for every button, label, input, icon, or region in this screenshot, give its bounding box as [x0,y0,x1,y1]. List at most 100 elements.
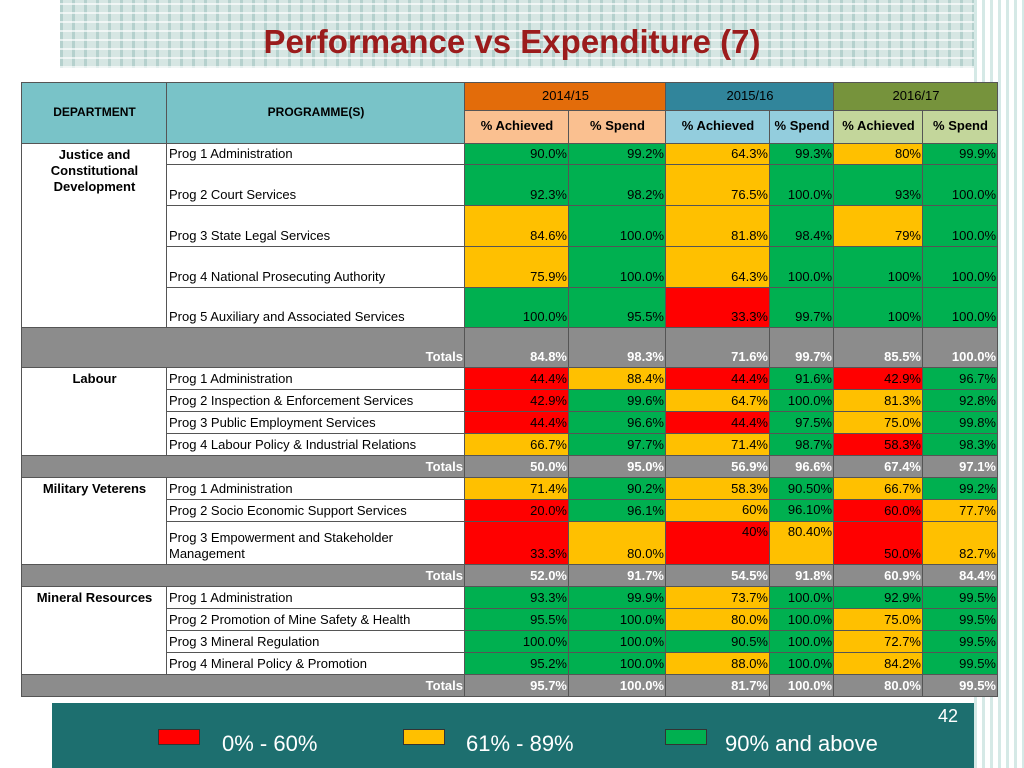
totals-value: 100.0% [922,327,998,368]
value-cell: 96.10% [769,499,834,522]
table-row: Prog 4 National Prosecuting Authority 75.… [22,246,998,288]
value-cell: 100% [833,287,923,328]
subheader-spend-2014: % Spend [568,110,666,144]
value-cell: 99.9% [922,143,998,165]
table-row: Prog 2 Court Services 92.3% 98.2% 76.5% 100.… [22,164,998,206]
value-cell: 98.4% [769,205,834,247]
value-cell: 72.7% [833,630,923,653]
programme-name: Prog 5 Auxiliary and Associated Services [166,287,465,328]
value-cell: 71.4% [665,433,770,456]
value-cell: 99.9% [568,586,666,609]
value-cell: 33.3% [665,287,770,328]
totals-value: 52.0% [464,564,569,587]
legend-label-amber: 61% - 89% [466,731,574,756]
value-cell: 64.3% [665,246,770,288]
table-row: Prog 3 Empowerment and Stakeholder Manag… [22,521,998,565]
legend-swatch-green [665,729,707,745]
value-cell: 99.3% [769,143,834,165]
programme-name: Prog 3 Public Employment Services [166,411,465,434]
totals-row: Totals 95.7% 100.0% 81.7% 100.0% 80.0% 99.5% [21,674,998,697]
value-cell: 20.0% [464,499,569,522]
legend-footer [52,703,974,768]
value-cell: 80.40% [769,521,834,565]
totals-value: 50.0% [464,455,569,478]
value-cell: 100.0% [464,287,569,328]
value-cell: 44.4% [665,367,770,390]
programme-name: Prog 3 State Legal Services [166,205,465,247]
department-name: Labour [21,367,167,456]
programme-name: Prog 2 Inspection & Enforcement Services [166,389,465,412]
value-cell: 100.0% [568,630,666,653]
department-name: Military Veterens [21,477,167,565]
totals-value: 99.5% [922,674,998,697]
value-cell: 71.4% [464,477,569,500]
programme-name: Prog 1 Administration [166,367,465,390]
totals-value: 60.9% [833,564,923,587]
value-cell: 75.0% [833,411,923,434]
programme-name: Prog 2 Promotion of Mine Safety & Health [166,608,465,631]
value-cell: 76.5% [665,164,770,206]
totals-value: 81.7% [665,674,770,697]
table-row: Prog 2 Promotion of Mine Safety & Health… [22,608,998,631]
value-cell: 90.2% [568,477,666,500]
programme-name: Prog 2 Socio Economic Support Services [166,499,465,522]
year-header-2016-17: 2016/17 [833,82,998,111]
value-cell: 64.3% [665,143,770,165]
value-cell: 99.2% [568,143,666,165]
totals-row: Totals 52.0% 91.7% 54.5% 91.8% 60.9% 84.4% [21,564,998,587]
value-cell: 95.5% [464,608,569,631]
legend-swatch-red [158,729,200,745]
value-cell: 100.0% [922,164,998,206]
subheader-spend-2016: % Spend [922,110,998,144]
year-header-2014-15: 2014/15 [464,82,666,111]
value-cell: 84.6% [464,205,569,247]
value-cell: 33.3% [464,521,569,565]
legend-swatch-amber [403,729,445,745]
value-cell: 99.8% [922,411,998,434]
totals-value: 95.7% [464,674,569,697]
year-header-row: DEPARTMENT PROGRAMME(S) 2014/15 2015/16 … [21,82,998,144]
value-cell: 75.0% [833,608,923,631]
value-cell: 97.5% [769,411,834,434]
subheader-achieved-2014: % Achieved [464,110,569,144]
subheader-spend-2015: % Spend [769,110,834,144]
header-banner [60,0,974,68]
totals-value: 98.3% [568,327,666,368]
totals-value: 56.9% [665,455,770,478]
totals-value: 91.8% [769,564,834,587]
totals-value: 97.1% [922,455,998,478]
value-cell: 100.0% [769,586,834,609]
totals-value: 71.6% [665,327,770,368]
totals-value: 100.0% [568,674,666,697]
value-cell: 64.7% [665,389,770,412]
department-header: DEPARTMENT [21,82,167,144]
value-cell: 92.8% [922,389,998,412]
value-cell: 92.9% [833,586,923,609]
value-cell: 80% [833,143,923,165]
value-cell: 100.0% [769,652,834,675]
subheader-achieved-2015: % Achieved [665,110,770,144]
legend-label-green: 90% and above [725,731,878,756]
value-cell: 66.7% [833,477,923,500]
value-cell: 98.3% [922,433,998,456]
value-cell: 92.3% [464,164,569,206]
table-row: Labour Prog 1 Administration 44.4% 88.4% 44.… [21,367,998,456]
table-row: Prog 2 Inspection & Enforcement Services… [22,389,998,412]
programme-name: Prog 1 Administration [166,477,465,500]
department-name: Mineral Resources [21,586,167,675]
value-cell: 100.0% [922,287,998,328]
table-row: Prog 5 Auxiliary and Associated Services… [22,287,998,328]
value-cell: 99.5% [922,586,998,609]
value-cell: 100% [833,246,923,288]
table-row: Prog 3 State Legal Services 84.6% 100.0% 81… [22,205,998,247]
year-header-2015-16: 2015/16 [665,82,834,111]
totals-value: 96.6% [769,455,834,478]
totals-value: 80.0% [833,674,923,697]
value-cell: 44.4% [464,411,569,434]
value-cell: 99.5% [922,652,998,675]
table-row: Prog 4 Labour Policy & Industrial Relati… [22,433,998,456]
value-cell: 84.2% [833,652,923,675]
value-cell: 100.0% [568,205,666,247]
department-name: Justice and Constitutional Development [21,143,167,328]
slide-title: Performance vs Expenditure (7) [263,23,761,60]
